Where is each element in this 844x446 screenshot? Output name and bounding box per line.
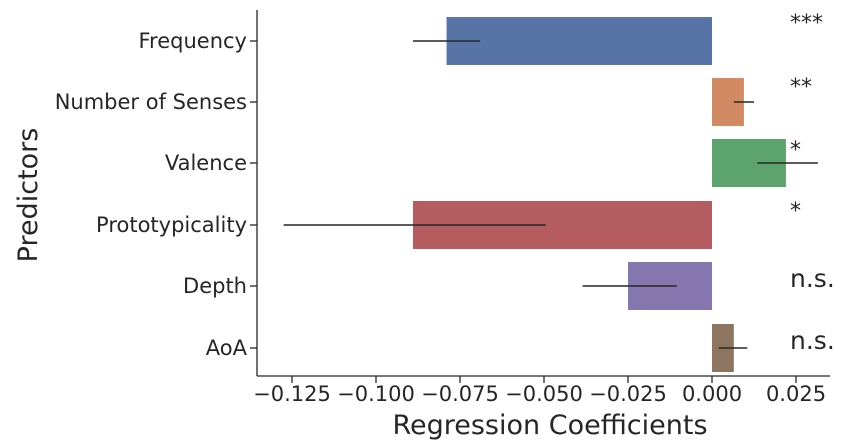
category-label: Valence	[165, 151, 247, 175]
category-label: AoA	[206, 336, 248, 360]
y-axis-title: Predictors	[13, 128, 44, 263]
x-tick-label: −0.100	[337, 382, 415, 406]
category-label: Number of Senses	[55, 90, 247, 114]
x-tick-label: 0.000	[682, 382, 742, 406]
category-label: Frequency	[139, 29, 248, 53]
significance-label: *	[790, 199, 801, 224]
significance-label: n.s.	[790, 326, 835, 355]
category-label: Depth	[183, 274, 247, 298]
significance-label: ***	[790, 11, 823, 36]
x-axis-title: Regression Coefficients	[392, 410, 707, 441]
x-tick-label: −0.125	[253, 382, 331, 406]
significance-label: *	[790, 138, 801, 163]
x-tick-label: −0.025	[589, 382, 667, 406]
significance-label: n.s.	[790, 264, 835, 293]
x-tick-label: −0.050	[505, 382, 583, 406]
x-tick-label: −0.075	[421, 382, 499, 406]
significance-label: **	[790, 75, 812, 100]
x-tick-label: 0.025	[766, 382, 826, 406]
bar-frequency	[446, 17, 712, 65]
category-label: Prototypicality	[96, 213, 247, 237]
